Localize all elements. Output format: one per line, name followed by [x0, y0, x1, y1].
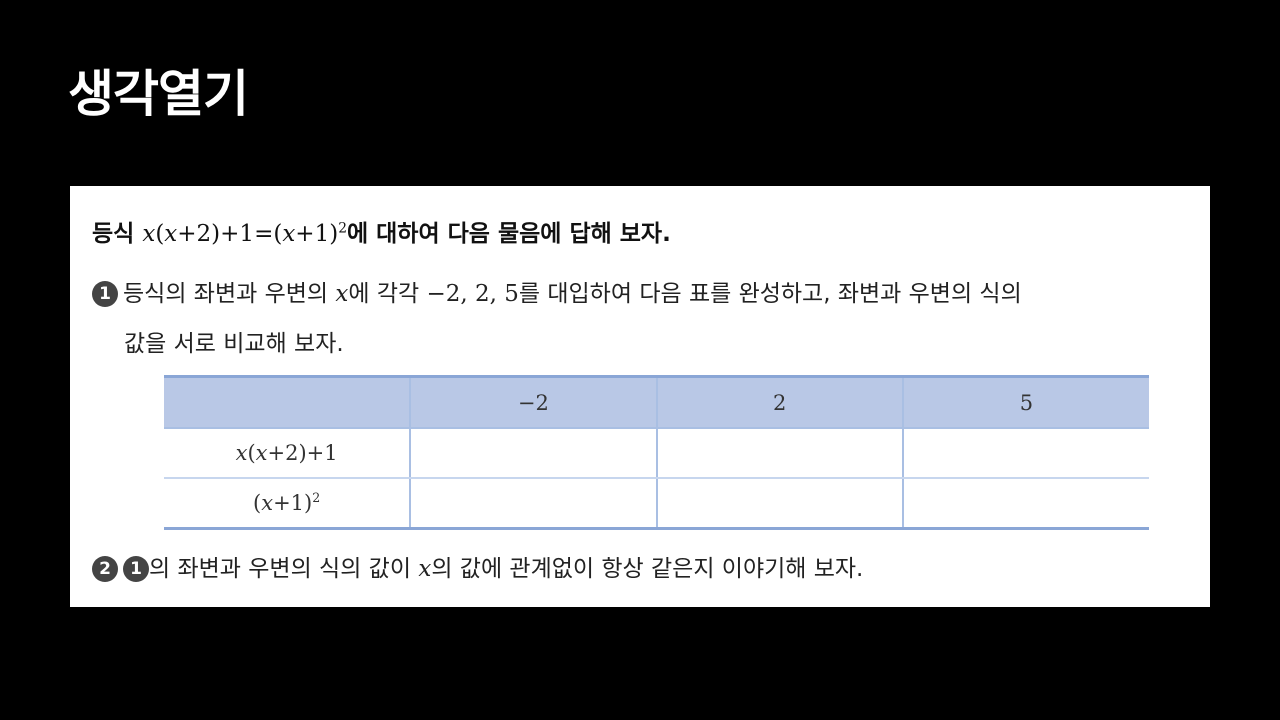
table-cell[interactable]: [655, 428, 904, 479]
heading-equation: x(x+2)+1=(x+1)2: [142, 220, 347, 247]
table-header-2: 2: [655, 376, 904, 429]
question-1-variable: x: [335, 281, 349, 307]
table-header-corner: [164, 376, 412, 429]
table-cell[interactable]: [409, 478, 658, 530]
problem-heading: 등식 x(x+2)+1=(x+1)2에 대하여 다음 물음에 답해 보자.: [92, 214, 671, 248]
table-cell[interactable]: [901, 428, 1149, 479]
question-1-badge: 1: [92, 281, 118, 307]
table-row: x(x+2)+1: [164, 428, 1149, 479]
question-1-ref-badge: 1: [123, 556, 149, 582]
table-header-row: −2 2 5: [164, 376, 1149, 429]
question-1-values: −2, 2, 5: [426, 281, 519, 307]
row-label-left-side: x(x+2)+1: [164, 428, 412, 479]
question-2-badge: 2: [92, 556, 118, 582]
question-2-text-1: 의 좌변과 우변의 식의 값이: [149, 556, 419, 582]
table-cell[interactable]: [655, 478, 904, 530]
row-label-right-side: (x+1)2: [164, 478, 412, 530]
question-1-text-1: 등식의 좌변과 우변의: [123, 281, 336, 307]
question-1-line-1: 1 등식의 좌변과 우변의 x에 각각 −2, 2, 5를 대입하여 다음 표를 …: [92, 274, 1022, 308]
table-row: (x+1)2: [164, 478, 1149, 530]
question-2-text-2: 의 값에 관계없이 항상 같은지 이야기해 보자.: [431, 556, 864, 582]
value-table: −2 2 5 x(x+2)+1 (x+1)2: [164, 375, 1149, 530]
question-1-line-2: 값을 서로 비교해 보자.: [124, 331, 344, 357]
heading-prefix: 등식: [92, 221, 143, 247]
table-cell[interactable]: [901, 478, 1149, 530]
question-1-text-3: 를 대입하여 다음 표를 완성하고, 좌변과 우변의 식의: [518, 281, 1022, 307]
page-title: 생각열기: [68, 65, 249, 123]
heading-suffix: 에 대하여 다음 물음에 답해 보자.: [346, 221, 671, 247]
table-cell[interactable]: [409, 428, 658, 479]
table-header-5: 5: [901, 376, 1149, 429]
question-1-text-2: 에 각각: [348, 281, 427, 307]
table-header-neg2: −2: [409, 376, 658, 429]
question-2-variable: x: [418, 556, 432, 582]
